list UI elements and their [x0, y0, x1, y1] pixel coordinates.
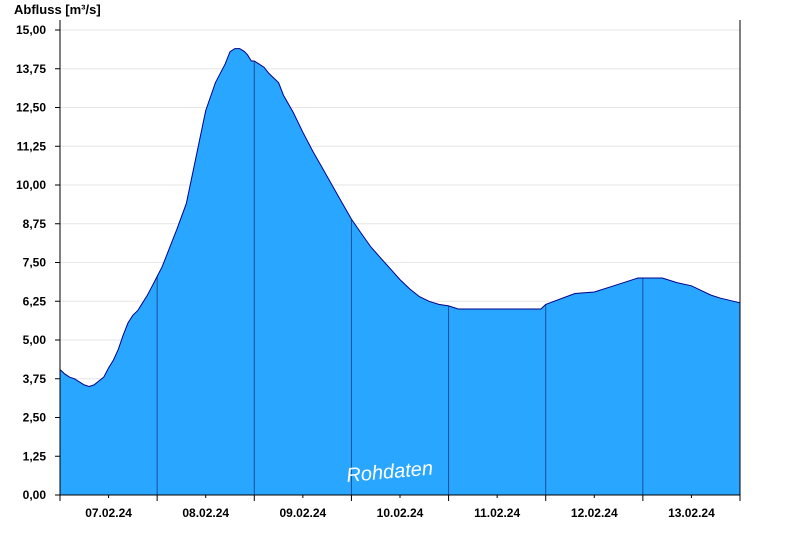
day-separators — [156, 61, 644, 495]
x-tick-label: 09.02.24 — [279, 506, 326, 520]
x-tick-label: 13.02.24 — [668, 506, 715, 520]
y-tick-label: 8,75 — [23, 217, 47, 231]
y-tick-label: 11,25 — [17, 139, 47, 153]
x-tick-label: 12.02.24 — [571, 506, 618, 520]
data-area — [60, 48, 740, 495]
y-tick-label: 5,00 — [23, 333, 47, 347]
x-tick-label: 11.02.24 — [474, 506, 520, 520]
y-tick-label: 10,00 — [16, 178, 46, 192]
x-tick-label: 08.02.24 — [182, 506, 229, 520]
y-ticks: 0,00 1,25 2,50 3,75 5,00 6,25 7,50 8,75 10,00 11,… — [16, 23, 60, 502]
y-tick-label: 7,50 — [23, 256, 47, 270]
y-tick-label: 12,50 — [16, 101, 46, 115]
x-tick-label: 10.02.24 — [377, 506, 424, 520]
y-tick-label: 6,25 — [23, 294, 47, 308]
data-line — [59, 48, 741, 388]
y-tick-label: 3,75 — [23, 372, 47, 386]
y-tick-label: 15,00 — [16, 23, 46, 37]
y-tick-label: 0,00 — [23, 488, 47, 502]
y-tick-label: 2,50 — [23, 411, 47, 425]
x-tick-label: 07.02.24 — [85, 506, 132, 520]
y-tick-label: 13,75 — [16, 62, 46, 76]
x-ticks: 07.02.24 08.02.24 09.02.24 10.02.24 11.02.24… — [59, 495, 741, 520]
y-axis-title: Abfluss [m³/s] — [14, 2, 101, 17]
y-tick-label: 1,25 — [23, 449, 47, 463]
